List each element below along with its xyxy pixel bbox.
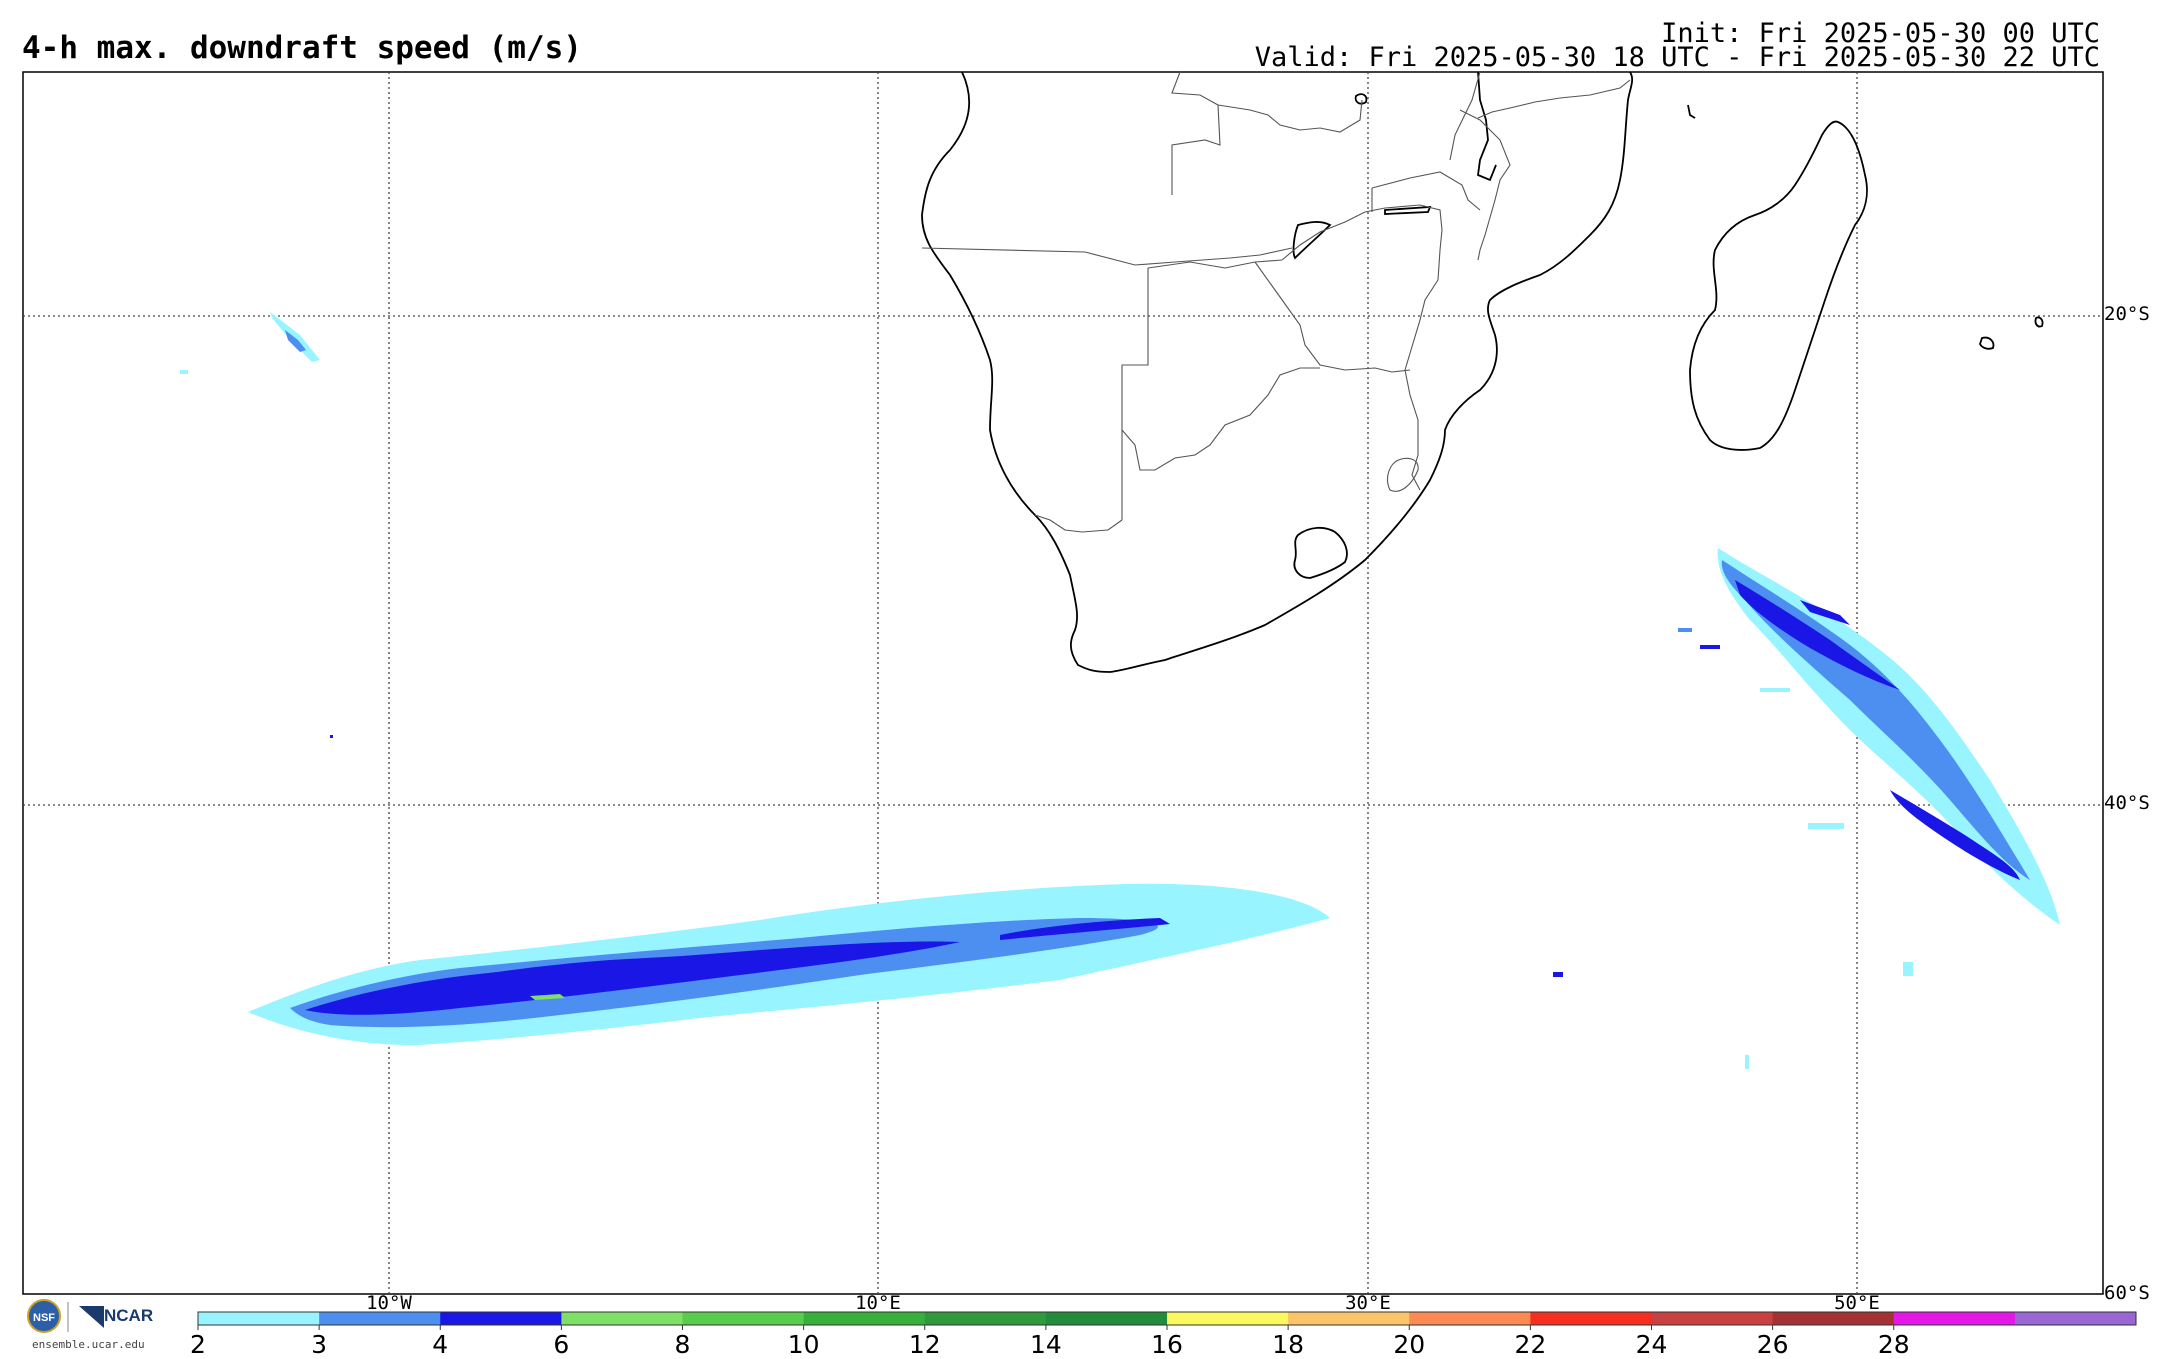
- colorbar-tick-label: 4: [432, 1330, 449, 1359]
- svg-text:NSF: NSF: [33, 1312, 55, 1324]
- downdraft-band-atlantic: [248, 883, 1330, 1046]
- colorbar-tick-label: 8: [674, 1330, 691, 1359]
- lat-label-40s: 40°S: [2104, 792, 2150, 814]
- lon-label-10w: 10°W: [366, 1292, 412, 1314]
- colorbar-tick-label: 16: [1151, 1330, 1183, 1359]
- colorbar-tick-label: 6: [553, 1330, 570, 1359]
- colorbar-tick-label: 24: [1635, 1330, 1668, 1359]
- colorbar-tick-label: 14: [1029, 1330, 1062, 1359]
- colorbar-tick-label: 20: [1393, 1330, 1426, 1359]
- downdraft-band-indian: [1717, 548, 2060, 925]
- site-url: ensemble.ucar.edu: [32, 1338, 145, 1351]
- coastlines: [921, 71, 2044, 673]
- colorbar-tick-label: 22: [1514, 1330, 1547, 1359]
- colorbar-tick-label: 28: [1877, 1330, 1910, 1359]
- downdraft-specks: [180, 312, 1913, 1069]
- valid-time: Valid: Fri 2025-05-30 18 UTC - Fri 2025-…: [1254, 42, 2100, 73]
- colorbar-tick-label: 10: [787, 1330, 820, 1359]
- colorbar-tick-label: 2: [190, 1330, 206, 1359]
- graticule: [23, 72, 2103, 1294]
- colorbar-tick-label: 26: [1756, 1330, 1789, 1359]
- colorbar-tick-label: 12: [908, 1330, 941, 1359]
- logo-block: NSF: [27, 1299, 104, 1333]
- ncar-logo-text: NCAR: [104, 1306, 154, 1325]
- init-time: Init: Fri 2025-05-30 00 UTC: [1661, 18, 2100, 49]
- ncar-logo-icon: [79, 1306, 104, 1328]
- country-borders: [921, 71, 1631, 533]
- lon-label-10e: 10°E: [855, 1292, 901, 1314]
- colorbar-tick-label: 3: [311, 1330, 328, 1359]
- map-frame: [22, 71, 2104, 1295]
- lat-label-20s: 20°S: [2104, 303, 2150, 325]
- lat-label-60s: 60°S: [2104, 1282, 2150, 1304]
- colorbar-tick-label: 18: [1272, 1330, 1305, 1359]
- lon-label-50e: 50°E: [1834, 1292, 1880, 1314]
- lon-label-30e: 30°E: [1345, 1292, 1391, 1314]
- map-title: 4-h max. downdraft speed (m/s): [22, 30, 582, 66]
- nsf-logo: [27, 1299, 61, 1333]
